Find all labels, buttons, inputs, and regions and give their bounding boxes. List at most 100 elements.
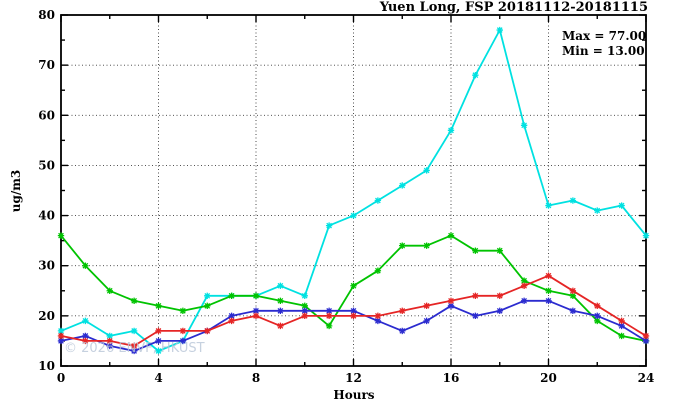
data-point-green <box>155 302 162 310</box>
data-point-cyan <box>496 26 503 34</box>
data-point-red <box>301 312 308 320</box>
data-point-cyan <box>82 317 89 325</box>
data-point-blue <box>569 307 577 315</box>
data-point-blue <box>423 317 430 325</box>
data-point-blue <box>350 307 357 315</box>
data-point-blue <box>179 337 187 345</box>
data-point-cyan <box>106 332 113 340</box>
data-point-red <box>325 312 333 320</box>
x-tick-label: 20 <box>540 371 557 385</box>
data-point-green <box>447 232 455 239</box>
data-point-red <box>57 332 65 340</box>
data-point-green <box>472 247 479 254</box>
data-point-red <box>642 332 650 340</box>
data-point-cyan <box>569 197 577 204</box>
y-tick-label: 20 <box>38 309 55 323</box>
data-point-green <box>423 242 430 249</box>
data-point-red <box>350 312 357 320</box>
y-tick-label: 80 <box>38 8 55 22</box>
data-point-blue <box>82 332 89 340</box>
chart-title: Yuen Long, FSP 20181112-20181115 <box>379 0 648 15</box>
data-point-red <box>569 287 577 294</box>
data-point-cyan <box>399 182 406 189</box>
plot-layer: 0 4 8 12 16 20 24 10 20 30 40 50 60 70 80 <box>38 8 654 385</box>
data-point-red <box>447 297 455 305</box>
data-point-green <box>301 302 308 310</box>
data-point-blue <box>472 312 479 320</box>
data-point-green <box>277 297 284 305</box>
data-point-green <box>179 307 187 315</box>
data-point-cyan <box>545 202 552 209</box>
y-axis-label: ug/m3 <box>9 170 23 213</box>
data-point-cyan <box>618 202 625 209</box>
data-point-red <box>155 327 162 335</box>
data-point-blue <box>252 307 260 315</box>
data-point-red <box>252 312 260 320</box>
data-point-green <box>545 287 552 294</box>
data-point-cyan <box>204 292 211 299</box>
data-point-red <box>82 337 89 345</box>
data-point-red <box>496 292 503 299</box>
data-point-green <box>496 247 503 254</box>
x-tick-label: 0 <box>57 371 65 385</box>
data-point-red <box>594 302 601 310</box>
data-point-red <box>618 317 625 325</box>
x-axis-label: Hours <box>333 388 374 402</box>
y-tick-label: 50 <box>38 158 55 172</box>
data-point-green <box>569 292 577 299</box>
x-tick-label: 12 <box>345 371 362 385</box>
data-point-blue <box>106 342 113 350</box>
data-point-red <box>472 292 479 299</box>
annotation-min: Min = 13.00 <box>562 44 645 58</box>
data-point-green <box>520 277 528 284</box>
data-point-red <box>204 327 211 335</box>
data-point-cyan <box>301 292 308 299</box>
data-point-red <box>399 307 406 315</box>
data-point-green <box>204 302 211 310</box>
data-point-cyan <box>423 167 430 174</box>
data-point-cyan <box>350 212 357 219</box>
watermark: © 2026 ENVF, HKUST <box>64 341 205 356</box>
data-point-red <box>130 342 138 350</box>
data-point-green <box>130 297 138 305</box>
data-point-blue <box>301 307 308 315</box>
data-point-blue <box>155 337 162 345</box>
data-point-blue <box>618 322 625 330</box>
data-point-green <box>82 262 89 269</box>
data-point-green <box>374 267 382 274</box>
data-point-green <box>106 287 113 294</box>
data-point-cyan <box>325 222 333 229</box>
data-point-blue <box>447 302 455 310</box>
data-point-blue <box>520 297 528 305</box>
data-point-cyan <box>642 232 650 239</box>
data-point-red <box>106 337 113 345</box>
y-tick-label: 10 <box>38 359 55 373</box>
data-point-red <box>277 322 284 330</box>
data-point-red <box>545 272 552 279</box>
annotation-max: Max = 77.00 <box>562 29 646 43</box>
data-point-blue <box>57 337 65 345</box>
data-point-cyan <box>472 71 479 79</box>
x-tick-label: 16 <box>443 371 460 385</box>
data-point-cyan <box>594 207 601 214</box>
data-point-cyan <box>374 197 382 204</box>
data-point-cyan <box>57 327 65 335</box>
data-point-red <box>423 302 430 310</box>
data-point-blue <box>399 327 406 335</box>
data-point-green <box>325 322 333 330</box>
data-point-red <box>520 282 528 289</box>
data-point-green <box>57 232 65 239</box>
data-point-blue <box>325 307 333 315</box>
data-point-green <box>594 317 601 325</box>
data-point-green <box>399 242 406 249</box>
data-point-green <box>252 292 260 299</box>
data-point-blue <box>130 347 138 355</box>
data-point-cyan <box>130 327 138 335</box>
data-point-green <box>228 292 235 299</box>
y-tick-label: 30 <box>38 259 55 273</box>
x-tick-label: 8 <box>252 371 260 385</box>
x-tick-label: 4 <box>154 371 162 385</box>
y-tick-label: 60 <box>38 108 55 122</box>
